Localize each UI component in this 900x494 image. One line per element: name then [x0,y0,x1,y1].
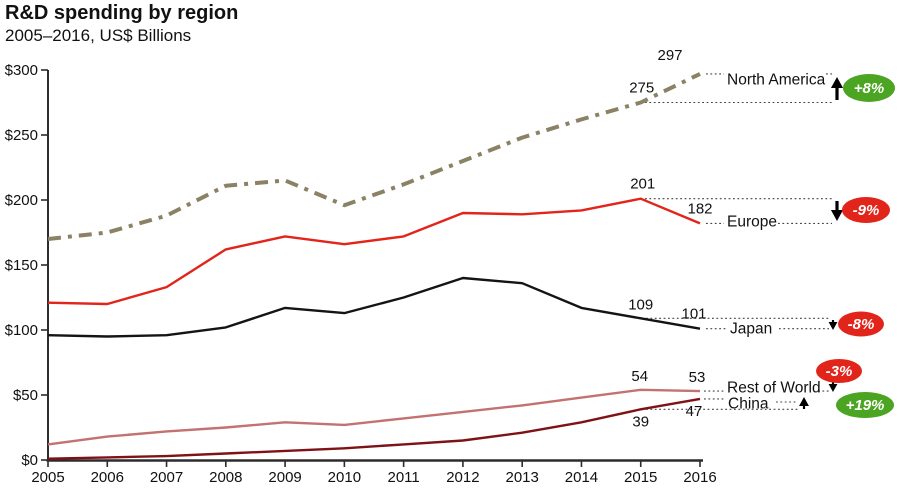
value-label-rest-of-world: 53 [689,369,706,386]
value-label-china: 47 [686,403,703,420]
change-badge-label-china: +19% [846,397,885,414]
series-line-europe [47,197,701,306]
x-axis-tick-label: 2011 [388,469,420,486]
series-line-china [47,397,701,460]
x-axis-tick-label: 2010 [328,469,361,486]
value-label-europe: 201 [630,176,655,193]
y-axis-tick-label: $50 [13,387,38,404]
change-badge-label-japan: -8% [848,316,875,333]
value-label-japan: 101 [681,306,706,323]
change-arrowhead-icon [828,384,838,392]
change-arrowhead-icon [830,77,844,88]
x-axis-tick-label: 2008 [209,469,242,486]
value-label-china: 39 [632,413,649,430]
change-badge-north-america [843,74,895,102]
y-axis-tick-label: $150 [5,257,38,274]
series-line-north-america [47,72,701,241]
value-label-japan: 109 [628,296,653,313]
region-label-japan: Japan [730,321,772,338]
value-label-north-america: 297 [657,47,682,64]
x-axis-tick-label: 2012 [446,469,479,486]
x-axis-tick-label: 2006 [91,469,124,486]
x-axis-tick-label: 2009 [268,469,301,486]
change-arrowhead-icon [828,322,838,330]
value-label-europe: 182 [687,200,712,217]
y-axis-tick-label: $250 [5,127,38,144]
x-axis-tick-label: 2015 [624,469,657,486]
change-badge-label-europe: -9% [853,202,880,219]
region-label-rest-of-world: Rest of World [727,380,821,397]
y-axis-tick-label: $100 [5,322,38,339]
y-axis-tick-label: $300 [5,62,38,79]
y-axis-tick-label: $0 [21,452,38,469]
series-line-rest-of-world [47,388,701,446]
series-line-japan [47,276,701,338]
change-badge-japan [838,311,884,337]
change-badge-europe [842,197,890,223]
x-axis-tick-label: 2014 [565,469,598,486]
change-badge-rest-of-world [816,359,862,383]
x-axis-tick-label: 2005 [31,469,64,486]
x-axis-tick-label: 2013 [505,469,538,486]
x-axis-tick-label: 2007 [150,469,183,486]
change-badge-china [836,392,894,418]
region-label-china: China [728,396,769,413]
region-label-europe: Europe [727,214,777,231]
chart-title: R&D spending by region [5,2,239,24]
change-badge-label-north-america: +8% [854,80,884,97]
change-arrowhead-icon [830,210,844,221]
value-label-north-america: 275 [629,80,654,97]
change-badge-label-rest-of-world: -3% [826,363,853,380]
chart-subtitle: 2005–2016, US$ Billions [5,26,192,45]
change-arrowhead-icon [799,397,809,406]
region-label-north-america: North America [727,72,826,89]
value-label-rest-of-world: 54 [631,368,648,385]
x-axis-tick-label: 2016 [683,469,716,486]
y-axis-tick-label: $200 [5,192,38,209]
